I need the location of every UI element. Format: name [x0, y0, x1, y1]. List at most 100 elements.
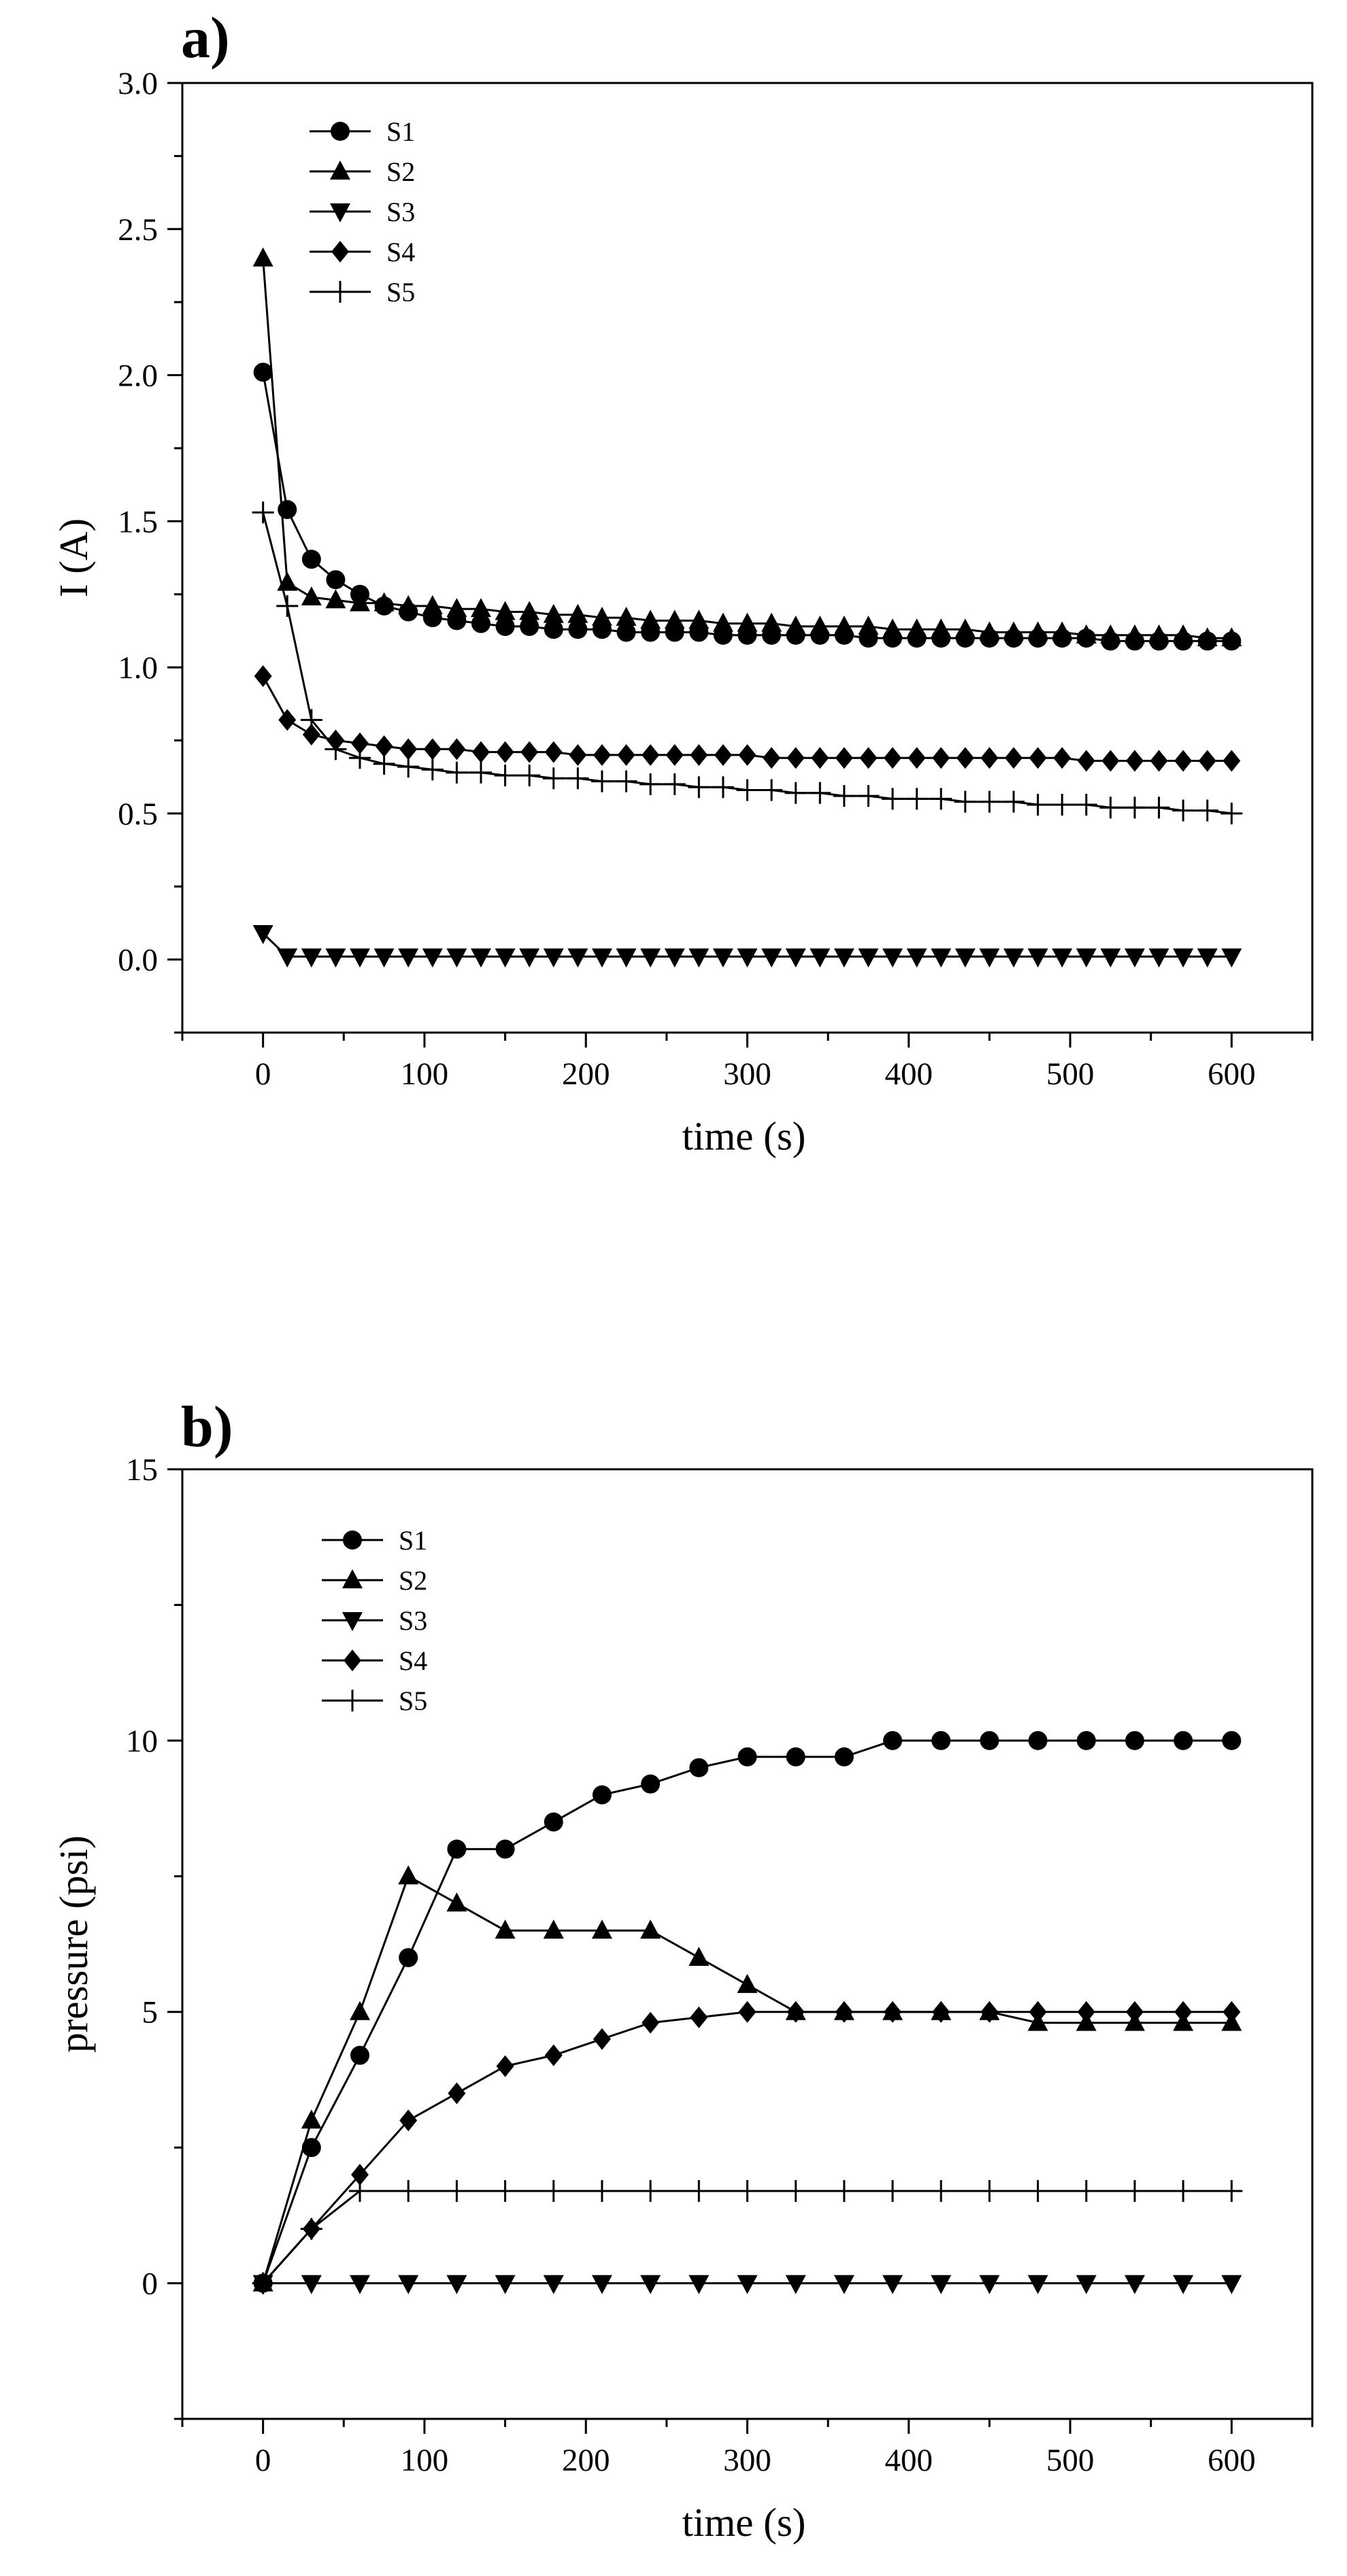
data-point	[1221, 627, 1242, 647]
data-point	[495, 616, 515, 636]
data-point	[518, 765, 541, 787]
data-point	[471, 614, 490, 633]
data-point	[253, 363, 273, 382]
data-point	[784, 782, 807, 804]
data-point	[1124, 2275, 1145, 2294]
data-point	[495, 948, 516, 968]
data-point	[834, 1747, 854, 1767]
data-point	[301, 2109, 322, 2129]
data-point	[399, 1947, 418, 1967]
data-point	[931, 948, 952, 968]
data-point	[688, 776, 710, 799]
data-point	[1148, 948, 1169, 968]
data-point	[930, 788, 952, 810]
data-point	[350, 592, 371, 612]
data-point	[639, 773, 662, 795]
data-point	[931, 2275, 952, 2294]
data-point	[397, 756, 420, 778]
data-point	[1148, 797, 1170, 819]
data-point	[373, 592, 395, 612]
data-point	[1100, 948, 1121, 968]
data-point	[1150, 750, 1168, 772]
x-axis-title: time (s)	[682, 1114, 806, 1158]
data-point	[1197, 948, 1218, 968]
data-point	[785, 615, 806, 635]
panel-label: b)	[181, 1394, 233, 1459]
data-point	[1222, 1730, 1242, 1750]
data-point	[1196, 799, 1218, 822]
data-point	[642, 743, 660, 766]
data-point	[448, 738, 466, 760]
data-point	[712, 776, 734, 799]
legend-label: S5	[386, 277, 415, 307]
data-point	[519, 948, 540, 968]
legend-label: S3	[399, 1605, 427, 1636]
data-point	[1076, 948, 1097, 968]
data-point	[591, 770, 613, 792]
data-point	[616, 948, 637, 968]
data-point	[325, 589, 346, 609]
data-point	[278, 709, 297, 731]
x-tick-label: 400	[885, 1056, 933, 1092]
y-tick-label: 2.5	[118, 212, 158, 248]
legend-marker	[344, 1650, 361, 1671]
data-point	[1172, 799, 1195, 822]
data-point	[520, 616, 539, 636]
data-point	[544, 741, 563, 763]
data-point	[1029, 2001, 1047, 2023]
data-point	[882, 618, 903, 638]
data-point	[954, 618, 976, 638]
data-point	[980, 1730, 999, 1750]
data-point	[1125, 2001, 1144, 2023]
series-line	[262, 2011, 1232, 2284]
x-tick-label: 100	[401, 1056, 449, 1092]
data-point	[1075, 2179, 1097, 2202]
data-point	[1125, 750, 1144, 772]
data-point	[591, 1920, 612, 1939]
data-point	[786, 2001, 805, 2023]
data-point	[326, 570, 346, 590]
x-tick-label: 0	[255, 1056, 271, 1092]
data-point	[471, 741, 490, 763]
data-point	[1052, 948, 1073, 968]
data-point	[1027, 948, 1048, 968]
data-point	[712, 612, 733, 632]
y-tick-label: 10	[126, 1724, 158, 1759]
data-point	[833, 948, 854, 968]
legend-marker	[329, 281, 351, 303]
data-point	[954, 948, 976, 968]
data-point	[1075, 793, 1097, 816]
series-s5	[252, 501, 1243, 824]
series-s2	[252, 247, 1242, 647]
data-point	[786, 1747, 805, 1767]
data-point	[737, 948, 758, 968]
data-point	[1223, 750, 1241, 772]
data-point	[446, 2275, 467, 2294]
y-tick-label: 0.5	[118, 797, 158, 832]
data-point	[615, 770, 637, 792]
series-s4	[254, 665, 1241, 772]
x-tick-label: 400	[885, 2443, 933, 2478]
series-s2	[252, 1865, 1242, 2292]
data-point	[833, 785, 855, 807]
y-axis-title: I (A)	[51, 518, 96, 597]
data-point	[858, 615, 879, 635]
series-s4	[254, 2001, 1241, 2294]
data-point	[978, 2179, 1001, 2202]
data-point	[978, 790, 1001, 813]
data-point	[301, 586, 322, 605]
data-point	[542, 2179, 565, 2202]
data-point	[349, 2179, 371, 2202]
x-tick-label: 300	[723, 1056, 771, 1092]
data-point	[883, 1730, 903, 1750]
data-point	[567, 603, 588, 623]
data-point	[325, 738, 347, 760]
panel-b: b) 0 100 200 300 400 500 600 0 5 10 15 time (s) press…	[51, 1394, 1314, 2545]
data-point	[980, 747, 999, 769]
data-point	[738, 743, 756, 766]
x-tick-label: 100	[401, 2443, 449, 2478]
data-point	[569, 743, 587, 766]
data-point	[277, 948, 298, 968]
data-point	[884, 2001, 902, 2023]
data-point	[544, 2044, 563, 2067]
